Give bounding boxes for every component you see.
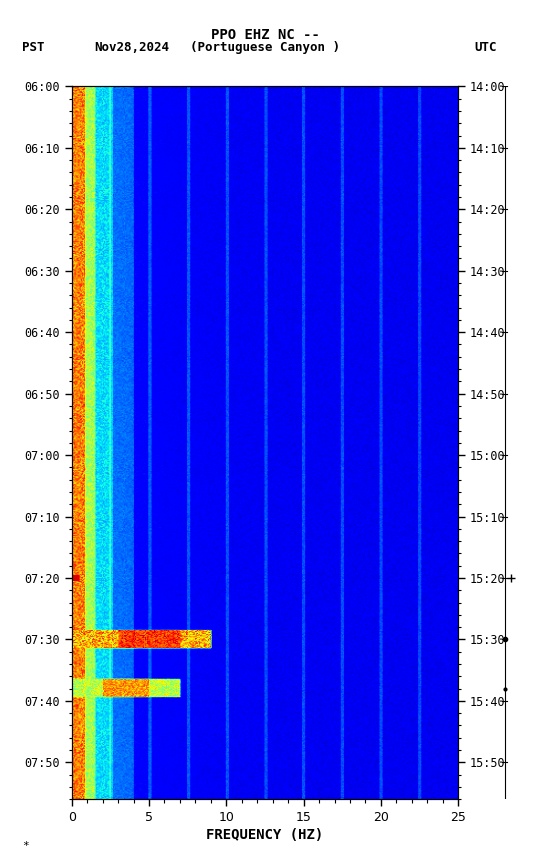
- Text: Nov28,2024: Nov28,2024: [94, 41, 169, 54]
- Text: UTC: UTC: [475, 41, 497, 54]
- X-axis label: FREQUENCY (HZ): FREQUENCY (HZ): [206, 829, 323, 842]
- Text: (Portuguese Canyon ): (Portuguese Canyon ): [190, 41, 340, 54]
- Text: PPO EHZ NC --: PPO EHZ NC --: [210, 28, 320, 41]
- Text: *: *: [22, 841, 29, 851]
- Text: PST: PST: [22, 41, 45, 54]
